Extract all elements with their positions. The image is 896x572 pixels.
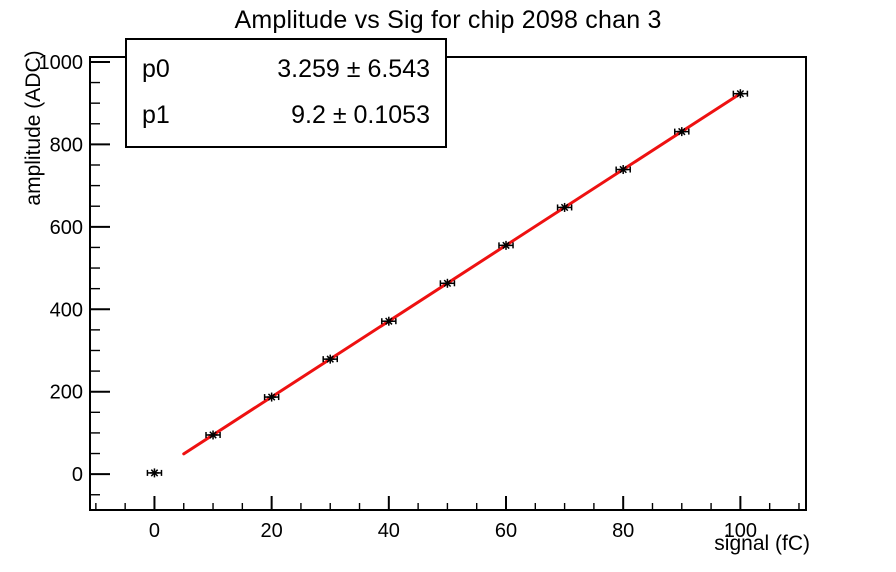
marker-asterisk [678,127,686,136]
stats-param-value-p0: 3.259 ± 6.543 [277,54,430,83]
x-tick-label: 80 [612,520,634,542]
marker-asterisk [502,241,510,250]
data-point [498,240,514,250]
marker-asterisk [385,317,393,325]
stats-param-name-p1: p1 [142,100,170,129]
stats-param-value-p1: 9.2 ± 0.1053 [291,100,430,129]
x-tick-label: 20 [261,520,283,542]
stats-param-name-p0: p0 [142,54,170,83]
data-point [439,278,456,288]
marker-asterisk [443,279,452,288]
data-point [205,430,221,440]
stats-row-p0: p0 3.259 ± 6.543 [142,55,430,84]
x-axis-title: signal (fC) [714,532,810,555]
y-tick-label: 600 [50,217,83,239]
y-tick-label: 800 [50,134,83,156]
marker-asterisk [560,203,569,212]
fit-line [182,92,742,456]
y-tick-label: 1000 [39,52,84,74]
chart-title: Amplitude vs Sig for chip 2098 chan 3 [234,6,662,34]
data-point [146,468,163,478]
y-tick-label: 400 [50,299,83,321]
stats-row-p1: p1 9.2 ± 0.1053 [142,101,430,130]
data-point [322,354,339,364]
y-tick-label: 0 [72,464,83,486]
data-point [615,165,631,175]
y-axis-title: amplitude (ADC) [22,50,45,205]
marker-asterisk [326,355,334,363]
marker-asterisk [619,165,627,174]
data-point [556,202,573,212]
marker-asterisk [209,431,217,439]
data-point [381,316,397,326]
y-tick-label: 200 [50,382,83,404]
data-point [732,89,749,99]
data-point [674,127,690,137]
x-tick-label: 0 [149,520,160,542]
data-point [263,392,280,402]
marker-asterisk [267,393,276,401]
x-tick-label: 60 [495,520,517,542]
marker-asterisk [736,89,745,98]
x-tick-label: 100 [724,520,757,542]
x-tick-label: 40 [378,520,400,542]
fit-stats-box: p0 3.259 ± 6.543 p1 9.2 ± 0.1053 [125,38,447,148]
marker-asterisk [150,469,159,477]
